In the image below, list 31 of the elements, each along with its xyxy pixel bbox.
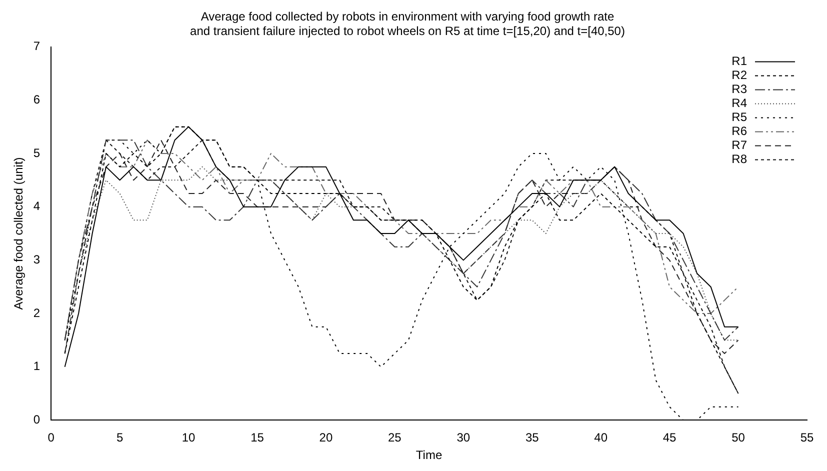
x-tick-label: 45 [662, 430, 677, 445]
x-tick-label: 50 [732, 430, 746, 445]
legend-label: R1 [732, 54, 748, 68]
y-tick-label: 7 [33, 39, 40, 54]
legend-label: R2 [732, 68, 748, 82]
x-tick-label: 15 [250, 430, 264, 445]
x-tick-label: 0 [48, 430, 55, 445]
legend-label: R8 [732, 152, 748, 166]
y-tick-label: 4 [33, 199, 40, 214]
x-tick-label: 5 [116, 430, 124, 445]
y-tick-label: 0 [33, 412, 40, 427]
legend-label: R6 [732, 124, 748, 138]
y-tick-label: 6 [33, 92, 40, 106]
y-tick-label: 1 [33, 359, 40, 374]
x-tick-label: 30 [456, 430, 470, 445]
legend-label: R3 [732, 82, 748, 96]
legend-label: R4 [732, 96, 748, 110]
chart-title: Average food collected by robots in environment with varying food growth rate and transient failure injected to robot wheels on R5 at time t=[15,20) and t=[40,50) [190, 10, 625, 38]
y-axis-title: Average food collected (unit) [12, 157, 26, 310]
x-tick-label: 10 [182, 430, 196, 445]
y-tick-label: 3 [33, 252, 40, 266]
y-tick-label: 2 [33, 306, 40, 320]
x-tick-label: 55 [800, 430, 814, 445]
legend-label: R7 [732, 138, 748, 152]
x-axis-title: Time [416, 448, 442, 462]
x-tick-label: 20 [319, 430, 333, 445]
x-tick-label: 40 [594, 430, 608, 445]
x-tick-label: 35 [525, 430, 540, 445]
y-tick-label: 5 [33, 146, 40, 160]
legend-label: R5 [732, 110, 748, 124]
x-tick-label: 25 [388, 430, 402, 445]
